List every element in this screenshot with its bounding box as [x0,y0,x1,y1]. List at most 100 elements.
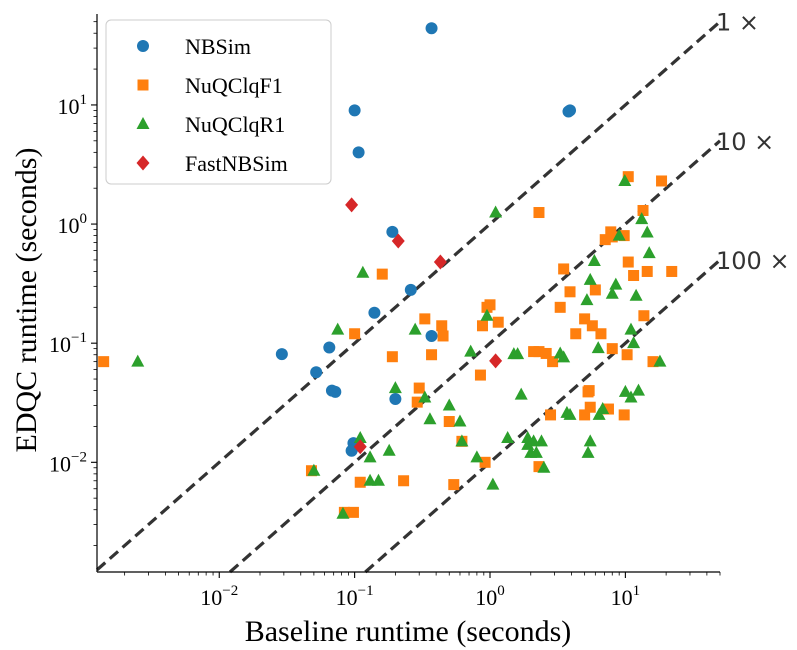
point-nuqclqf1 [602,403,614,415]
y-tick-label: 101 [58,92,88,119]
y-axis-label: EDQC runtime (seconds) [10,148,43,453]
point-nbsim [404,283,417,296]
point-nuqclqr1 [453,414,467,427]
point-nuqclqr1 [557,350,571,363]
point-nuqclqr1 [353,430,367,443]
x-tick-base: 10 [475,585,497,610]
point-fastnbsim [391,233,405,249]
reference-label-10x: 10 × [716,128,774,156]
y-tick-exponent: −1 [71,330,87,346]
point-nbsim [348,104,361,117]
point-nuqclqr1 [624,322,638,335]
point-nuqclqr1 [618,173,632,186]
point-nuqclqr1 [489,205,503,218]
point-nbsim [564,104,577,117]
point-nuqclqr1 [612,228,626,241]
reference-line-100x [364,258,722,574]
point-nuqclqf1 [595,328,607,340]
legend-label-nuqclqf1: NuQClqF1 [185,73,283,98]
point-nuqclqr1 [631,383,645,396]
point-nuqclqr1 [627,336,641,349]
x-tick-exponent: −1 [358,583,374,599]
point-nuqclqr1 [618,384,632,397]
point-nbsim [275,348,288,361]
point-nuqclqf1 [622,171,634,183]
point-nuqclqr1 [511,347,525,360]
point-nbsim [389,392,402,405]
point-nuqclqr1 [480,308,494,321]
point-nuqclqf1 [476,320,488,332]
point-nuqclqf1 [426,349,438,361]
point-nuqclqr1 [537,460,551,473]
point-nuqclqf1 [98,356,110,368]
point-nuqclqr1 [486,477,500,490]
point-nuqclqf1 [641,265,653,277]
point-nuqclqr1 [609,277,623,290]
point-nuqclqr1 [356,265,370,278]
x-tick-base: 10 [200,585,222,610]
point-nuqclqf1 [443,416,455,428]
x-tick-label: 100 [475,583,505,610]
point-nuqclqf1 [606,231,618,243]
point-nuqclqf1 [558,263,570,275]
point-nuqclqr1 [464,344,478,357]
x-tick-exponent: 0 [497,583,505,599]
point-nuqclqf1 [492,316,504,328]
point-nbsim [386,225,399,238]
point-nuqclqf1 [570,328,582,340]
point-nuqclqr1 [583,434,597,447]
point-nuqclqr1 [388,381,402,394]
x-tick-label: 101 [611,583,641,610]
point-nuqclqf1 [479,456,491,468]
point-nuqclqr1 [635,212,649,225]
point-nuqclqr1 [470,450,484,463]
point-nbsim [310,366,323,379]
point-nbsim [329,385,342,398]
point-nuqclqf1 [448,479,460,491]
point-nuqclqf1 [554,301,566,313]
point-nuqclqf1 [606,343,618,355]
point-nuqclqf1 [564,286,576,298]
y-tick-exponent: −2 [71,449,87,465]
y-tick-label: 10−1 [49,330,87,357]
y-tick-exponent: 0 [80,211,88,227]
point-nuqclqr1 [501,430,515,443]
point-fastnbsim [353,439,367,455]
legend-marker-nuqclqr1 [136,117,150,129]
point-nuqclqr1 [382,443,396,456]
series-fastnbsim [345,197,503,455]
point-nbsim [425,22,438,35]
point-nuqclqf1 [347,506,359,518]
x-tick-exponent: −2 [222,583,238,599]
point-nuqclqf1 [618,230,630,242]
legend-box [105,19,332,185]
x-tick-label: 10−2 [200,583,238,610]
point-nuqclqf1 [349,328,361,340]
y-tick-label: 10−2 [49,449,87,476]
legend-label-nuqclqr1: NuQClqR1 [185,112,285,137]
point-fastnbsim [345,197,359,213]
point-nuqclqf1 [533,461,545,473]
point-nuqclqr1 [580,293,594,306]
y-tick-base: 10 [49,451,71,476]
legend-marker-nbsim [137,40,149,52]
point-nuqclqf1 [583,385,595,397]
point-nuqclqr1 [514,387,528,400]
x-axis-label: Baseline runtime (seconds) [245,615,572,648]
point-nuqclqf1 [547,356,559,368]
point-nuqclqf1 [637,204,649,216]
point-nuqclqr1 [591,341,605,354]
point-nbsim [425,329,438,342]
point-nuqclqf1 [484,299,496,311]
point-nuqclqf1 [656,175,668,187]
legend-marker-fastnbsim [136,155,150,171]
point-nuqclqr1 [640,225,654,238]
point-nuqclqr1 [363,450,377,463]
point-nuqclqf1 [621,349,633,361]
x-tick-base: 10 [336,585,358,610]
series-nuqclqf1 [98,171,678,518]
legend-label-nbsim: NBSim [185,34,251,59]
y-tick-label: 100 [58,211,88,238]
